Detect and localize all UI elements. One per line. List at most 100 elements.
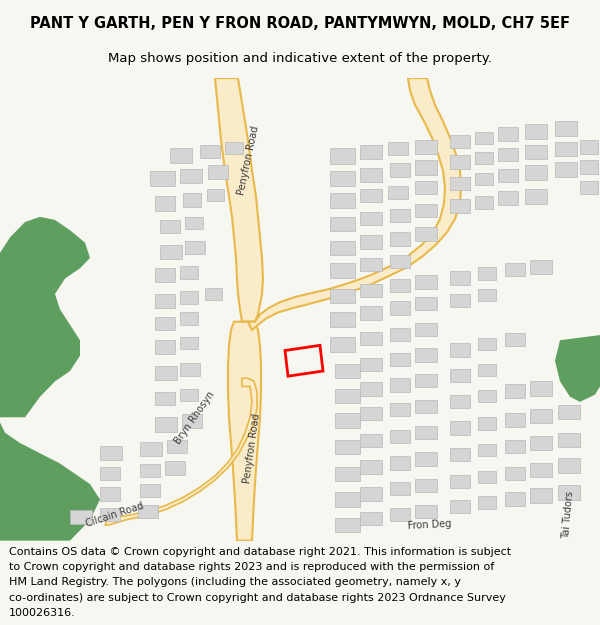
Polygon shape (478, 418, 496, 429)
Polygon shape (388, 186, 408, 199)
Polygon shape (100, 467, 120, 480)
Polygon shape (335, 492, 360, 507)
Polygon shape (415, 452, 437, 466)
Polygon shape (180, 169, 202, 183)
Polygon shape (330, 241, 355, 255)
Polygon shape (182, 414, 202, 428)
Polygon shape (415, 140, 437, 154)
Polygon shape (558, 405, 580, 419)
Polygon shape (450, 499, 470, 513)
Polygon shape (580, 181, 598, 194)
Polygon shape (360, 236, 382, 249)
Polygon shape (505, 384, 525, 398)
Polygon shape (475, 152, 493, 164)
Polygon shape (207, 189, 224, 201)
Polygon shape (450, 369, 470, 382)
Polygon shape (390, 232, 410, 246)
Polygon shape (208, 166, 228, 179)
Polygon shape (167, 440, 187, 453)
Polygon shape (415, 297, 437, 311)
Polygon shape (475, 173, 493, 185)
Polygon shape (140, 484, 160, 498)
Polygon shape (150, 171, 175, 186)
Polygon shape (138, 504, 158, 518)
Polygon shape (558, 432, 580, 447)
Polygon shape (0, 386, 100, 541)
Polygon shape (360, 332, 382, 346)
Polygon shape (140, 464, 160, 477)
Polygon shape (388, 142, 408, 155)
Polygon shape (415, 348, 437, 362)
Polygon shape (205, 288, 222, 300)
Polygon shape (525, 166, 547, 180)
Polygon shape (450, 294, 470, 308)
Polygon shape (360, 357, 382, 371)
Polygon shape (155, 392, 175, 405)
Polygon shape (335, 467, 360, 481)
Polygon shape (360, 434, 382, 447)
Polygon shape (450, 155, 470, 169)
Polygon shape (185, 217, 203, 229)
Polygon shape (360, 212, 382, 225)
Polygon shape (180, 312, 198, 325)
Polygon shape (415, 204, 437, 217)
Polygon shape (390, 301, 410, 314)
Polygon shape (415, 161, 437, 175)
Polygon shape (330, 289, 355, 303)
Polygon shape (530, 462, 552, 477)
Polygon shape (525, 124, 547, 139)
Polygon shape (360, 461, 382, 474)
Polygon shape (180, 363, 200, 376)
Polygon shape (505, 467, 525, 480)
Polygon shape (450, 475, 470, 488)
Polygon shape (390, 328, 410, 341)
Polygon shape (165, 461, 185, 475)
Polygon shape (0, 140, 90, 418)
Polygon shape (100, 508, 120, 521)
Polygon shape (155, 340, 175, 354)
Polygon shape (415, 504, 437, 518)
Polygon shape (478, 364, 496, 376)
Polygon shape (155, 196, 175, 211)
Polygon shape (505, 333, 525, 346)
Text: to Crown copyright and database rights 2023 and is reproduced with the permissio: to Crown copyright and database rights 2… (9, 562, 494, 572)
Polygon shape (180, 266, 198, 279)
Text: HM Land Registry. The polygons (including the associated geometry, namely x, y: HM Land Registry. The polygons (includin… (9, 578, 461, 587)
Polygon shape (335, 518, 360, 532)
Polygon shape (530, 260, 552, 274)
Text: co-ordinates) are subject to Crown copyright and database rights 2023 Ordnance S: co-ordinates) are subject to Crown copyr… (9, 592, 506, 602)
Polygon shape (450, 199, 470, 212)
Polygon shape (390, 508, 410, 521)
Polygon shape (390, 255, 410, 268)
Polygon shape (525, 145, 547, 159)
Polygon shape (155, 294, 175, 308)
Text: Map shows position and indicative extent of the property.: Map shows position and indicative extent… (108, 52, 492, 65)
Polygon shape (140, 442, 162, 456)
Polygon shape (330, 312, 355, 327)
Polygon shape (498, 148, 518, 161)
Text: Fron Deg: Fron Deg (408, 519, 452, 531)
Polygon shape (478, 496, 496, 509)
Polygon shape (390, 279, 410, 292)
Polygon shape (415, 426, 437, 439)
Polygon shape (100, 446, 122, 461)
Polygon shape (478, 444, 496, 456)
Polygon shape (335, 413, 360, 428)
Polygon shape (70, 510, 92, 524)
Polygon shape (415, 181, 437, 194)
Polygon shape (555, 142, 577, 156)
Polygon shape (360, 382, 382, 396)
Polygon shape (155, 317, 175, 330)
Polygon shape (330, 217, 355, 231)
Polygon shape (390, 352, 410, 366)
Polygon shape (155, 366, 177, 380)
Polygon shape (478, 389, 496, 402)
Text: Bryn Rhosyn: Bryn Rhosyn (173, 389, 217, 446)
Polygon shape (390, 209, 410, 222)
Polygon shape (360, 512, 382, 525)
Text: Penyfron Road: Penyfron Road (236, 125, 260, 196)
Polygon shape (360, 258, 382, 271)
Polygon shape (360, 487, 382, 501)
Text: Tai Tudors: Tai Tudors (561, 491, 575, 539)
Polygon shape (450, 271, 470, 285)
